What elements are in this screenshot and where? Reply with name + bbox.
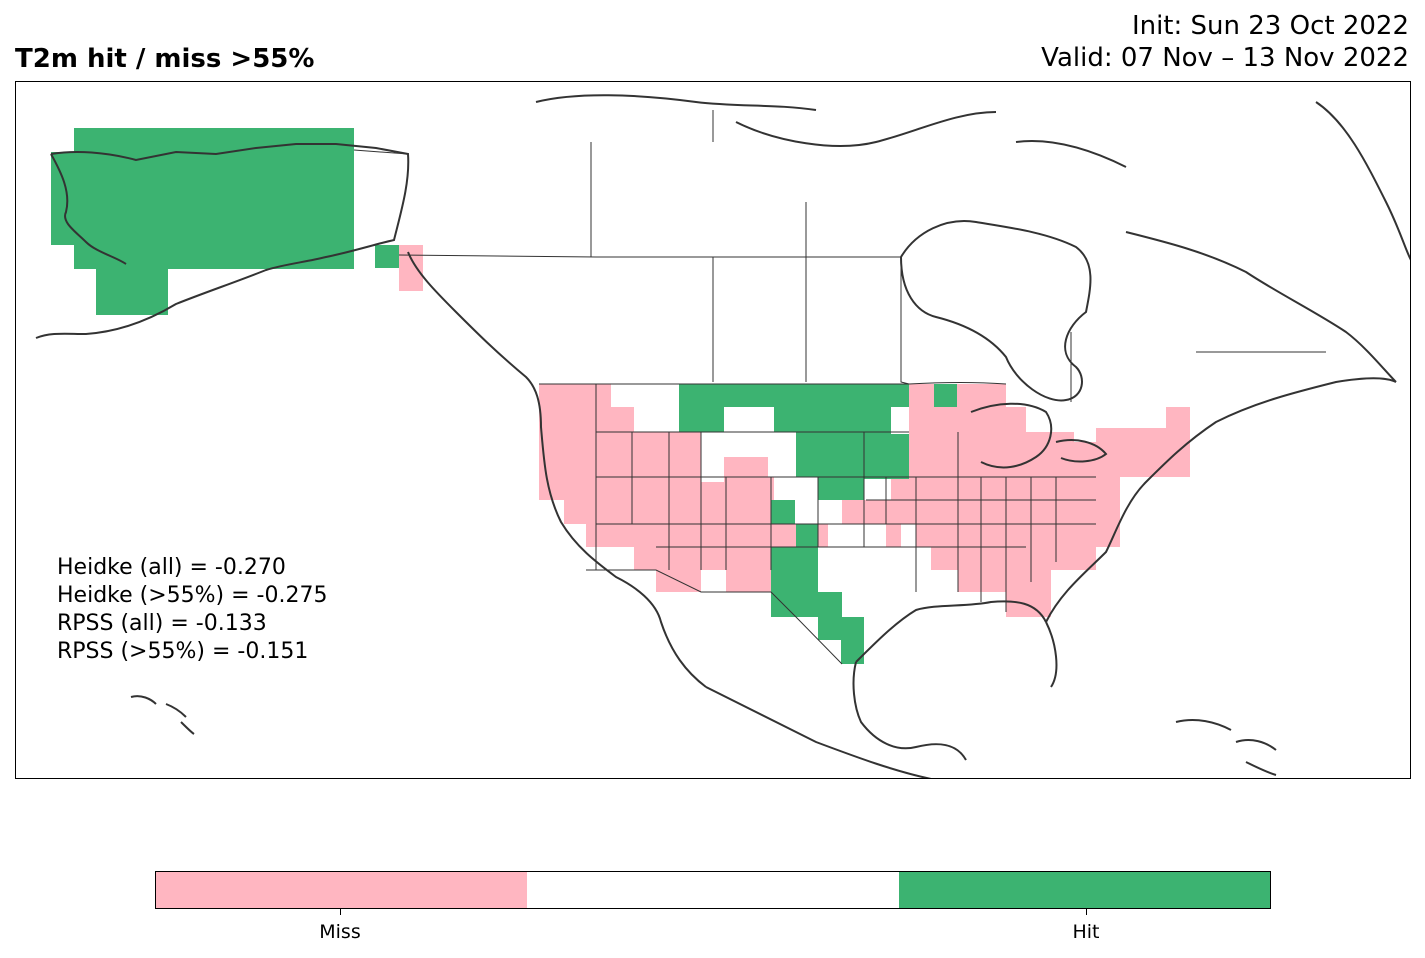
alaska-yukon-border <box>353 149 409 155</box>
init-date: Init: Sun 23 Oct 2022 <box>1131 11 1409 41</box>
pacific-northwest-coast <box>407 251 707 688</box>
rpss-all: RPSS (all) = -0.133 <box>57 611 267 636</box>
hawaii <box>130 695 195 735</box>
state-lines-horizontal <box>596 431 1096 548</box>
rpss-over-55: RPSS (>55%) = -0.151 <box>57 639 309 664</box>
colorbar-neutral-segment <box>527 872 899 908</box>
us-canada-east-border <box>900 257 910 385</box>
florida-peninsula <box>1045 621 1058 688</box>
arctic-islands <box>535 94 1127 168</box>
conus-neutral-cells <box>611 384 1056 570</box>
conus-canada-border <box>539 382 1007 385</box>
colorbar <box>155 871 1271 909</box>
mexico-gulf-coast <box>852 661 967 761</box>
us-mexico-border <box>586 569 843 665</box>
greenland-edge <box>1315 101 1410 261</box>
labrador-coast <box>1125 231 1397 383</box>
colorbar-label-miss: Miss <box>319 921 361 943</box>
hudson-bay <box>900 220 1092 402</box>
colorbar-tick-miss <box>340 908 341 915</box>
skill-scores: Heidke (all) = -0.270 Heidke (>55%) = -0… <box>57 554 327 666</box>
heidke-all: Heidke (all) = -0.270 <box>57 555 286 580</box>
map-title: T2m hit / miss >55% <box>15 44 315 74</box>
forecast-dates: Init: Sun 23 Oct 2022 Valid: 07 Nov – 13… <box>1041 10 1409 74</box>
great-lakes <box>970 402 1108 469</box>
caribbean <box>1175 719 1277 776</box>
heidke-over-55: Heidke (>55%) = -0.275 <box>57 583 328 608</box>
conus-hit-cells <box>679 384 957 664</box>
alaska-hit-cells <box>51 128 399 315</box>
atlantic-coast <box>1045 377 1397 623</box>
political-borders <box>353 110 1326 665</box>
alaska-coastline <box>35 143 410 339</box>
colorbar-miss-segment <box>156 872 528 908</box>
colorbar-label-hit: Hit <box>1072 921 1100 943</box>
alaska-west-coast <box>50 153 127 265</box>
colorbar-hit-segment <box>898 872 1270 908</box>
canada-province-lines <box>590 110 1326 402</box>
north-america-map <box>35 94 1410 778</box>
gulf-coast <box>855 600 1047 663</box>
coastlines <box>35 94 1410 778</box>
map-panel <box>15 81 1411 779</box>
colorbar-tick-hit <box>1086 908 1087 915</box>
canada-us-border-49th <box>398 254 901 258</box>
valid-period: Valid: 07 Nov – 13 Nov 2022 <box>1041 43 1409 73</box>
mexico-west-coast <box>705 686 932 778</box>
alaska-panhandle-miss-cells <box>399 245 423 291</box>
